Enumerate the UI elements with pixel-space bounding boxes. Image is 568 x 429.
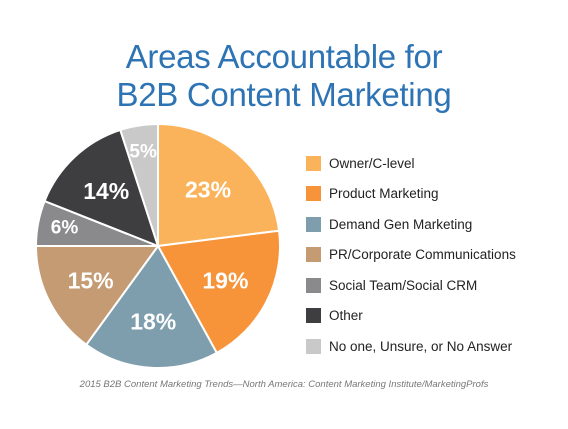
legend-label: Other — [329, 308, 363, 324]
legend-label: Product Marketing — [329, 186, 439, 202]
legend-item: No one, Unsure, or No Answer — [306, 331, 516, 362]
pie-slice — [34, 245, 160, 347]
legend-item: Demand Gen Marketing — [306, 209, 516, 240]
legend-item: Other — [306, 301, 516, 332]
slice-value-label: 18% — [130, 308, 176, 334]
slice-value-label: 23% — [185, 176, 231, 202]
legend-swatch — [306, 186, 321, 202]
source-note: 2015 B2B Content Marketing Trends—North … — [79, 379, 489, 390]
legend-item: Product Marketing — [306, 179, 516, 210]
legend-label: No one, Unsure, or No Answer — [329, 338, 513, 354]
slice-value-label: 14% — [83, 178, 129, 204]
slice-value-label: 15% — [68, 267, 114, 293]
pie-slice — [84, 244, 219, 369]
slice-value-label: 19% — [202, 267, 248, 293]
legend-swatch — [306, 308, 321, 324]
legend-label: Demand Gen Marketing — [329, 216, 473, 232]
chart-title-line-2: B2B Content Marketing — [116, 76, 452, 113]
legend-swatch — [306, 247, 321, 263]
legend-label: PR/Corporate Communications — [329, 247, 516, 263]
pie-slice — [157, 122, 281, 248]
legend-label: Owner/C-level — [329, 155, 415, 171]
legend-item: Owner/C-level — [306, 148, 516, 179]
legend-label: Social Team/Social CRM — [329, 277, 478, 293]
pie-slice — [156, 229, 281, 355]
chart-title-line-1: Areas Accountable for — [125, 38, 443, 75]
legend-swatch — [306, 155, 321, 171]
legend-swatch — [306, 338, 321, 354]
legend-swatch — [306, 277, 321, 293]
slice-value-label: 6% — [51, 218, 79, 239]
legend-item: PR/Corporate Communications — [306, 240, 516, 271]
legend-swatch — [306, 216, 321, 232]
pie-slice — [119, 122, 159, 247]
slice-value-label: 5% — [129, 142, 157, 163]
chart-legend: Owner/C-level Product Marketing Demand G… — [306, 148, 516, 362]
legend-item: Social Team/Social CRM — [306, 270, 516, 301]
chart-title: Areas Accountable for B2B Content Market… — [0, 38, 568, 114]
